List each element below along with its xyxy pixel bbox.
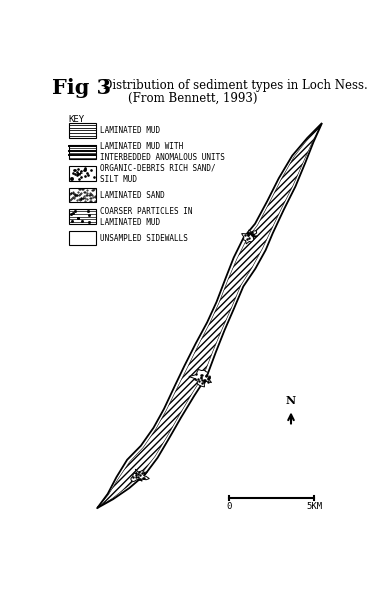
- Polygon shape: [131, 469, 149, 482]
- Text: LAMINATED MUD: LAMINATED MUD: [100, 126, 160, 135]
- Text: UNSAMPLED SIDEWALLS: UNSAMPLED SIDEWALLS: [100, 234, 188, 243]
- Text: LAMINATED MUD WITH
INTERBEDDED ANOMALOUS UNITS: LAMINATED MUD WITH INTERBEDDED ANOMALOUS…: [100, 142, 225, 162]
- Bar: [69, 188, 96, 203]
- Polygon shape: [242, 230, 257, 244]
- Text: (From Bennett, 1993): (From Bennett, 1993): [128, 92, 257, 105]
- Text: ORGANIC-DEBRIS RICH SAND/
SILT MUD: ORGANIC-DEBRIS RICH SAND/ SILT MUD: [100, 163, 216, 184]
- Polygon shape: [97, 123, 322, 508]
- Bar: [69, 231, 96, 246]
- Bar: [69, 209, 96, 224]
- Text: Fig 3: Fig 3: [51, 78, 111, 98]
- Text: KEY: KEY: [69, 115, 85, 124]
- Text: N: N: [286, 395, 296, 406]
- Text: LAMINATED SAND: LAMINATED SAND: [100, 190, 165, 200]
- Bar: [69, 145, 96, 159]
- Text: 0: 0: [226, 502, 232, 511]
- Polygon shape: [97, 123, 322, 508]
- Text: Distribution of sediment types in Loch Ness.: Distribution of sediment types in Loch N…: [103, 79, 368, 92]
- Polygon shape: [189, 369, 211, 387]
- Bar: [69, 123, 96, 138]
- Bar: [69, 166, 96, 181]
- Text: COARSER PARTICLES IN
LAMINATED MUD: COARSER PARTICLES IN LAMINATED MUD: [100, 207, 193, 227]
- Text: 5KM: 5KM: [306, 502, 322, 511]
